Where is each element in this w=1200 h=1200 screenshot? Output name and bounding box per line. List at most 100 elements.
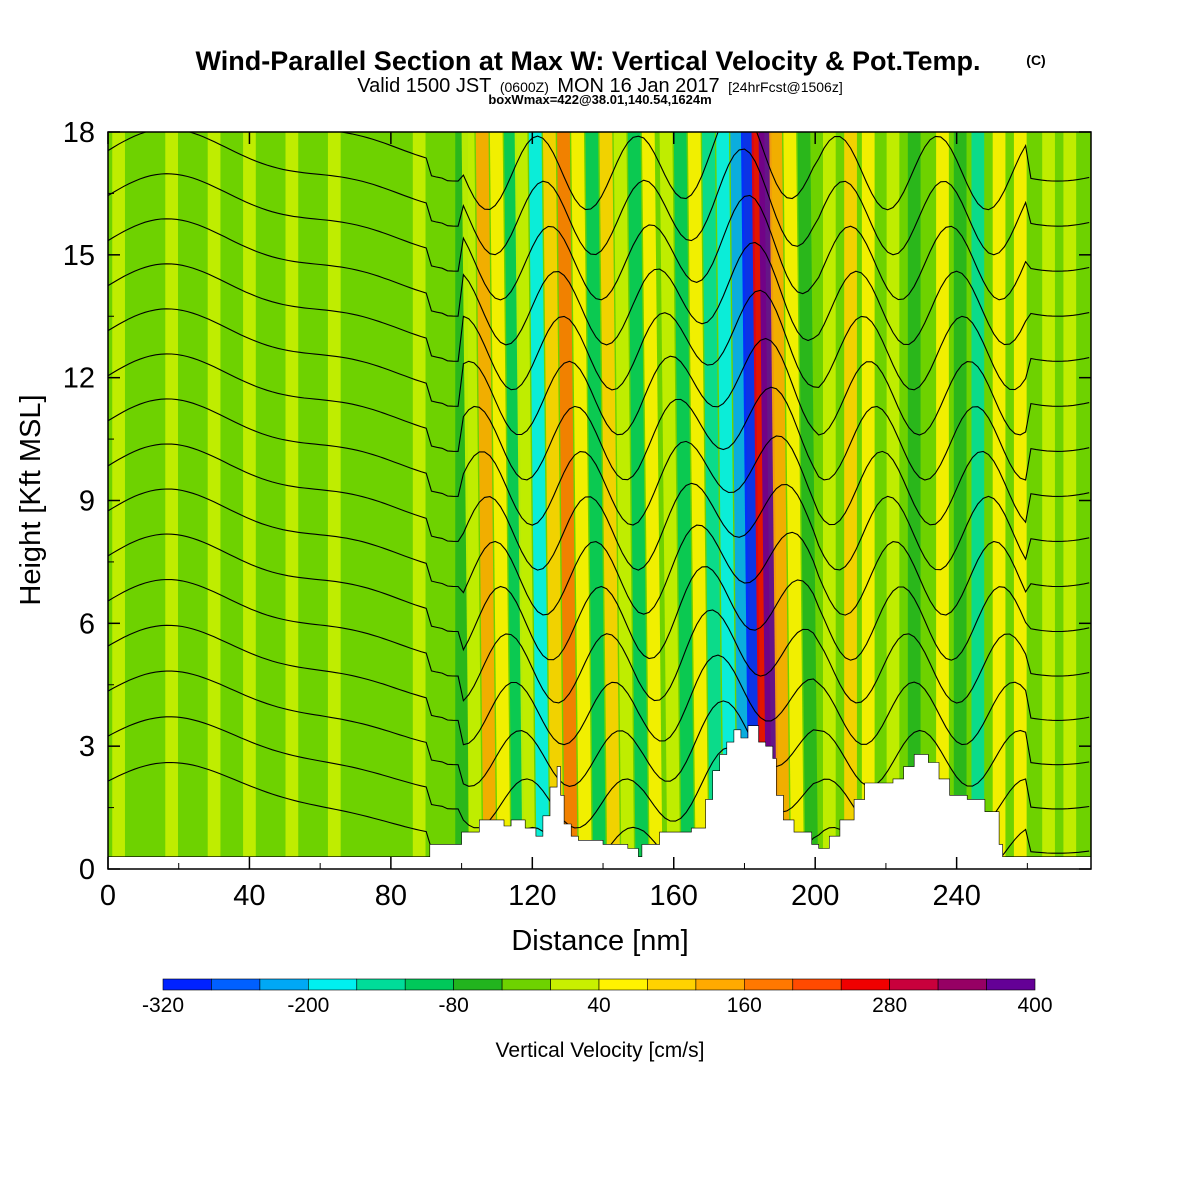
- velocity-plume: [489, 132, 511, 869]
- theta-isoline: [108, 132, 1090, 256]
- velocity-plume: [758, 132, 780, 869]
- colorbar-tick-label: 40: [587, 994, 610, 1017]
- colorbar-tick-label: 160: [727, 994, 762, 1017]
- velocity-plume: [673, 132, 695, 869]
- colorbar-swatch: [889, 978, 939, 991]
- velocity-plume: [844, 132, 857, 869]
- theta-isoline: [108, 263, 1090, 391]
- velocity-plume: [412, 132, 426, 869]
- theta-isoline: [108, 308, 1090, 436]
- y-tick-label: 9: [79, 486, 95, 518]
- colorbar-swatch: [647, 978, 697, 991]
- theta-isoline: [108, 533, 1090, 661]
- velocity-plume: [702, 132, 723, 869]
- velocity-plume: [992, 132, 1006, 869]
- y-tick-label: 12: [63, 363, 95, 395]
- velocity-plume: [797, 132, 819, 869]
- colorbar-tick-label: 280: [872, 994, 907, 1017]
- velocity-plume: [475, 132, 497, 869]
- colorbar-swatch: [598, 978, 648, 991]
- plot-area: [108, 132, 1091, 869]
- colorbar-swatch: [986, 978, 1036, 991]
- x-tick-label: 40: [233, 880, 265, 912]
- y-tick-label: 18: [63, 117, 95, 149]
- colorbar-swatch: [743, 978, 793, 991]
- velocity-plume: [613, 132, 635, 869]
- y-tick-label: 3: [79, 731, 95, 763]
- colorbar-tick-label: 400: [1017, 994, 1052, 1017]
- velocity-shading: [112, 132, 1077, 869]
- velocity-plume: [1013, 132, 1027, 869]
- colorbar-swatch: [211, 978, 261, 991]
- x-tick-label: 160: [650, 880, 698, 912]
- velocity-plume: [886, 132, 900, 869]
- theta-isoline: [337, 132, 1090, 211]
- chart-title: Wind-Parallel Section at Max W: Vertical…: [196, 46, 981, 76]
- colorbar-swatch: [307, 978, 357, 991]
- theta-isoline: [108, 173, 1090, 301]
- y-axis-label: Height [Kft MSL]: [15, 394, 47, 605]
- velocity-plume: [769, 132, 790, 869]
- velocity-plume: [659, 132, 681, 869]
- x-tick-label: 0: [100, 880, 116, 912]
- theta-isoline: [108, 398, 1090, 526]
- y-tick-label: 15: [63, 240, 95, 272]
- x-tick-label: 120: [508, 880, 556, 912]
- velocity-plume: [971, 132, 985, 869]
- colorbar-swatch: [840, 978, 890, 991]
- velocity-plume: [542, 132, 564, 869]
- copyright-mark: (C): [1026, 52, 1045, 68]
- velocity-plume: [687, 132, 709, 869]
- velocity-plume: [740, 132, 762, 869]
- velocity-plume: [165, 132, 179, 869]
- theta-isoline: [108, 488, 1090, 616]
- colorbar-swatch: [259, 978, 309, 991]
- colorbar-tick-label: -200: [287, 994, 329, 1017]
- theta-isoline: [108, 353, 1090, 481]
- x-tick-label: 240: [932, 880, 980, 912]
- velocity-plume: [907, 132, 921, 869]
- velocity-plume: [243, 132, 256, 869]
- velocity-plume: [1042, 132, 1055, 869]
- colorbar: -320 -200 -80 40 160 280 400: [142, 978, 1053, 1017]
- velocity-plume: [207, 132, 221, 869]
- velocity-plume: [627, 132, 649, 869]
- colorbar-swatch: [453, 978, 503, 991]
- velocity-plume: [514, 132, 536, 869]
- colorbar-swatch: [695, 978, 745, 991]
- valid-time-line: Valid 1500 JST (0600Z) MON 16 Jan 2017 […: [357, 75, 842, 97]
- colorbar-tick-label: -80: [438, 994, 468, 1017]
- velocity-plume: [730, 132, 751, 869]
- velocity-plume: [285, 132, 299, 869]
- theta-isoline: [108, 670, 1090, 787]
- terrain-mask: [108, 725, 1091, 869]
- x-tick-label: 200: [791, 880, 839, 912]
- box-wmax-info: boxWmax=422@38.01,140.54,1624m: [488, 92, 711, 107]
- velocity-plume: [599, 132, 621, 869]
- velocity-plume: [1063, 132, 1077, 869]
- colorbar-label: Vertical Velocity [cm/s]: [496, 1039, 705, 1062]
- y-tick-label: 0: [79, 854, 95, 886]
- colorbar-swatch: [356, 978, 406, 991]
- velocity-plume: [327, 132, 341, 869]
- theta-isoline: [108, 218, 1090, 346]
- x-axis-label: Distance [nm]: [511, 925, 688, 957]
- colorbar-swatch: [501, 978, 551, 991]
- y-tick-label: 6: [79, 608, 95, 640]
- velocity-plume: [716, 132, 737, 869]
- velocity-plume: [936, 132, 949, 869]
- x-tick-label: 80: [375, 880, 407, 912]
- velocity-plume: [822, 132, 836, 869]
- velocity-plume: [783, 132, 804, 869]
- velocity-plume: [953, 132, 967, 869]
- colorbar-swatch: [550, 978, 600, 991]
- colorbar-swatch: [162, 978, 212, 991]
- colorbar-tick-label: -320: [142, 994, 184, 1017]
- y-axis: 0 3 6 9 12 15 18: [63, 117, 1091, 886]
- velocity-plume: [528, 132, 550, 869]
- theta-isoline: [108, 578, 1090, 704]
- colorbar-swatch: [937, 978, 987, 991]
- colorbar-swatch: [404, 978, 454, 991]
- velocity-plume: [641, 132, 663, 869]
